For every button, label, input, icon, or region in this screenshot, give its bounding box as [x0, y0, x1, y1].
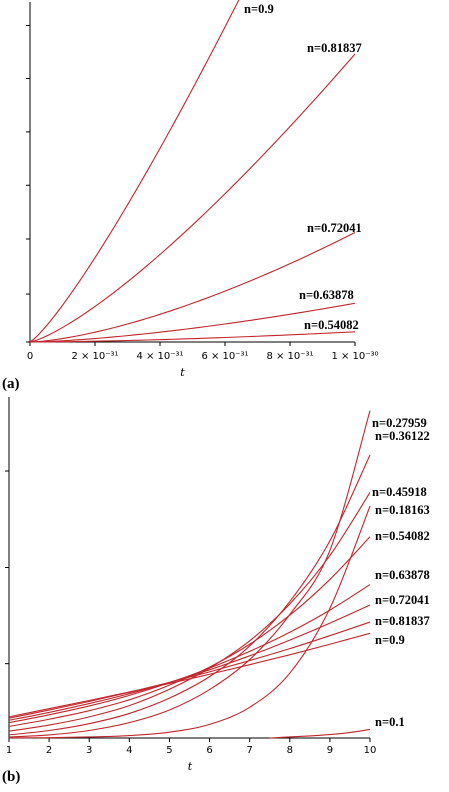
x-tick-label: 1 × 10⁻³⁰ [331, 351, 378, 362]
series-label: n=0.54082 [375, 529, 430, 543]
series-label: n=0.54082 [304, 318, 359, 332]
series-label: n=0.81837 [375, 614, 430, 628]
series-label: n=0.27959 [372, 416, 427, 430]
x-tick-label: 8 × 10⁻³¹ [266, 351, 313, 362]
x-tick-label: 4 [126, 745, 132, 756]
series-label: n=0.63878 [375, 568, 430, 582]
x-tick-label: 2 × 10⁻³¹ [71, 351, 118, 362]
x-tick-label: 0 [27, 351, 33, 362]
series-label: n=0.9 [375, 633, 405, 647]
x-tick-label: 7 [246, 745, 252, 756]
series-line [8, 621, 371, 719]
x-tick-label: 9 [327, 745, 333, 756]
x-tick-label: 2 [46, 745, 52, 756]
x-tick-label: 1 [6, 745, 12, 756]
series-line [8, 604, 371, 721]
x-tick-label: 6 [206, 745, 212, 756]
series-label: n=0.72041 [307, 221, 362, 235]
series-label: n=0.72041 [375, 593, 430, 607]
chart-panel-a: 0 2 × 10⁻³¹ 4 × 10⁻³¹ 6 × 10⁻³¹ 8 × 10⁻³¹ 1 ×… [2, 0, 379, 392]
panel-label: (b) [2, 769, 20, 785]
series-line [29, 53, 356, 343]
series-line [269, 728, 371, 739]
series-label: n=0.45918 [372, 485, 427, 499]
x-tick-label: 4 × 10⁻³¹ [136, 351, 183, 362]
series-line [8, 584, 371, 724]
series-line [29, 0, 240, 343]
series-label: n=0.63878 [299, 288, 354, 302]
x-tick-label: 8 [287, 745, 293, 756]
series-label: n=0.36122 [375, 429, 430, 443]
series-line [29, 302, 356, 343]
x-tick-label: 6 × 10⁻³¹ [201, 351, 248, 362]
series-line [8, 492, 371, 732]
series-line [29, 232, 356, 343]
series-line [8, 505, 371, 739]
panel-label: (a) [2, 376, 20, 392]
x-tick-label: 10 [364, 745, 377, 756]
x-tick-label: 3 [86, 745, 92, 756]
series-line [8, 410, 371, 738]
series-label: n=0.9 [244, 2, 274, 16]
series-line [8, 632, 371, 718]
x-axis-title: t [188, 760, 193, 773]
x-axis-title: t [180, 366, 185, 379]
x-tick-label: 5 [166, 745, 172, 756]
series-line [29, 331, 356, 343]
series-label: n=0.81837 [307, 41, 362, 55]
series-line [8, 454, 371, 736]
series-label: n=0.18163 [375, 503, 430, 517]
series-label: n=0.1 [375, 715, 405, 729]
